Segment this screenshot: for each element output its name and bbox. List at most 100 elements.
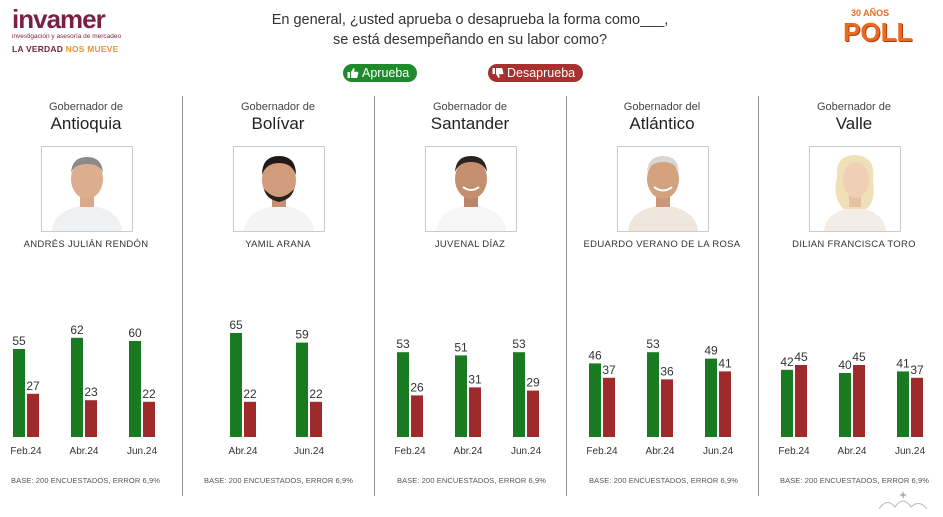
base-note: BASE: 200 ENCUESTADOS, ERROR 6,9% [397, 476, 547, 485]
approve-bar [647, 352, 659, 437]
bar-value-label: 26 [410, 380, 424, 394]
sparkle-decoration-icon [878, 491, 928, 510]
panel-prefix: Gobernador del [623, 101, 701, 113]
bar-value-label: 45 [794, 350, 808, 364]
invamer-logo: invamer investigación y asesoría de merc… [12, 6, 132, 54]
governor-name: JUVENAL DÍAZ [434, 239, 506, 250]
disapprove-bar [603, 377, 615, 437]
panel-state: Valle [835, 114, 873, 133]
x-tick-label: Feb.24 [394, 446, 426, 457]
approve-bar [71, 337, 83, 437]
bar-value-label: 59 [295, 328, 309, 342]
disapprove-bar [911, 377, 923, 437]
disapprove-bar [143, 401, 155, 437]
tagline-part-2: NOS MUEVE [65, 44, 119, 54]
bar-value-label: 51 [454, 340, 468, 354]
panel-state: Bolívar [251, 114, 305, 133]
base-note: BASE: 200 ENCUESTADOS, ERROR 6,9% [589, 476, 739, 485]
approve-bar [781, 369, 793, 437]
bar-value-label: 53 [396, 337, 410, 351]
legend-approve-label: Aprueba [362, 66, 410, 80]
governor-photo [617, 146, 709, 232]
panel-state: Santander [430, 114, 510, 133]
approve-bar [705, 358, 717, 437]
x-tick-label: Abr.24 [70, 446, 99, 457]
x-tick-label: Abr.24 [229, 446, 258, 457]
bar-value-label: 31 [468, 372, 482, 386]
governor-photo [425, 146, 517, 232]
logo-wordmark: invamer [12, 4, 106, 34]
governor-name: EDUARDO VERANO DE LA ROSA [583, 239, 741, 250]
x-tick-label: Jun.24 [895, 446, 925, 457]
badge-years: 30 AÑOS [851, 8, 890, 18]
bar-value-label: 40 [838, 358, 852, 372]
approve-bar [897, 371, 909, 437]
bar-value-label: 49 [704, 344, 718, 358]
bar-value-label: 36 [660, 364, 674, 378]
tagline-part-1: LA VERDAD [12, 44, 64, 54]
disapprove-bar [527, 390, 539, 437]
disapprove-bar [853, 365, 865, 437]
bar-value-label: 22 [309, 387, 323, 401]
approve-bar [230, 333, 242, 437]
bar-value-label: 55 [12, 334, 26, 348]
bar-value-label: 41 [718, 356, 732, 370]
poll-badge: 30 AÑOS POLL [831, 8, 921, 48]
bar-value-label: 41 [896, 356, 910, 370]
base-note: BASE: 200 ENCUESTADOS, ERROR 6,9% [204, 476, 354, 485]
approve-bar [296, 342, 308, 437]
panel-prefix: Gobernador de [241, 101, 315, 113]
badge-poll: POLL [843, 17, 913, 47]
x-tick-label: Jun.24 [703, 446, 733, 457]
x-tick-label: Abr.24 [838, 446, 867, 457]
governor-name: ANDRÉS JULIÁN RENDÓN [23, 239, 149, 250]
legend-approve: Aprueba [343, 64, 418, 82]
disapprove-bar [85, 400, 97, 437]
panel-state: Antioquia [50, 114, 122, 133]
bar-value-label: 45 [852, 350, 866, 364]
bar-value-label: 27 [26, 379, 40, 393]
legend-disapprove-label: Desaprueba [507, 66, 576, 80]
disapprove-bar [27, 393, 39, 437]
approve-bar [13, 349, 25, 437]
x-tick-label: Jun.24 [511, 446, 541, 457]
governor-photo [233, 146, 325, 232]
panel-prefix: Gobernador de [817, 101, 891, 113]
panel-divider [566, 96, 567, 496]
bar-value-label: 42 [780, 355, 794, 369]
x-tick-label: Feb.24 [586, 446, 618, 457]
disapprove-bar [310, 401, 322, 437]
x-tick-label: Jun.24 [127, 446, 157, 457]
x-tick-label: Feb.24 [10, 446, 42, 457]
question-line-1: En general, ¿usted aprueba o desaprueba … [271, 12, 669, 28]
survey-question: En general, ¿usted aprueba o desaprueba … [250, 10, 690, 50]
governor-photo [809, 146, 901, 232]
panel-state: Atlántico [629, 114, 695, 133]
approve-bar [455, 355, 467, 437]
thumbs-down-icon [492, 68, 504, 78]
x-tick-label: Jun.24 [294, 446, 324, 457]
disapprove-bar [244, 401, 256, 437]
x-tick-label: Abr.24 [646, 446, 675, 457]
governor-name: DILIAN FRANCISCA TORO [792, 239, 916, 250]
bar-value-label: 22 [142, 387, 156, 401]
base-note: BASE: 200 ENCUESTADOS, ERROR 6,9% [780, 476, 930, 485]
disapprove-bar [661, 379, 673, 437]
bar-value-label: 53 [512, 337, 526, 351]
disapprove-bar [719, 371, 731, 437]
logo-tagline: LA VERDAD NOS MUEVE [12, 44, 132, 54]
bar-value-label: 60 [128, 326, 142, 340]
bar-value-label: 23 [84, 385, 98, 399]
logo-subtitle: investigación y asesoría de mercadeo [12, 33, 122, 40]
bar-value-label: 22 [243, 387, 257, 401]
bar-value-label: 37 [602, 363, 616, 377]
disapprove-bar [795, 365, 807, 437]
bar-value-label: 46 [588, 348, 602, 362]
panel-divider [374, 96, 375, 496]
disapprove-bar [411, 395, 423, 437]
bar-value-label: 29 [526, 376, 540, 390]
approve-bar [513, 352, 525, 437]
bar-value-label: 37 [910, 363, 924, 377]
bar-value-label: 62 [70, 323, 84, 337]
